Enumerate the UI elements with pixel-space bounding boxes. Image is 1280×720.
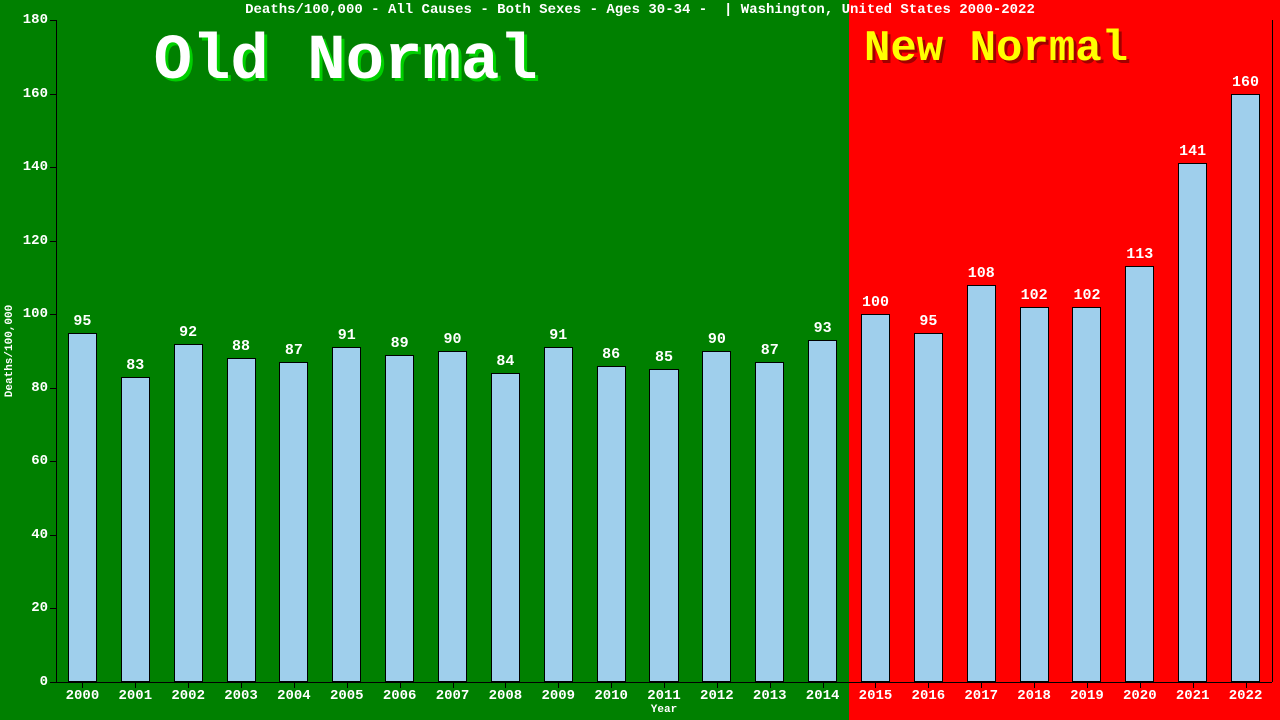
x-tick-label: 2010 xyxy=(594,688,628,704)
annotation-new-normal: New Normal xyxy=(864,24,1128,74)
bar-value-label: 102 xyxy=(1021,287,1048,304)
x-tick-label: 2008 xyxy=(489,688,523,704)
annotation-old-normal: Old Normal xyxy=(154,26,538,98)
bar xyxy=(68,333,97,682)
x-tick-label: 2019 xyxy=(1070,688,1104,704)
bar xyxy=(649,369,678,682)
bar-value-label: 92 xyxy=(179,324,197,341)
x-tick-label: 2000 xyxy=(66,688,100,704)
y-tick-mark xyxy=(50,682,56,683)
bar xyxy=(1231,94,1260,682)
bar xyxy=(279,362,308,682)
y-tick-mark xyxy=(50,535,56,536)
bar xyxy=(1125,266,1154,682)
bar-value-label: 95 xyxy=(919,313,937,330)
bar-value-label: 87 xyxy=(285,342,303,359)
bar xyxy=(861,314,890,682)
bar-value-label: 84 xyxy=(496,353,514,370)
y-tick-mark xyxy=(50,461,56,462)
bar-value-label: 87 xyxy=(761,342,779,359)
bar-value-label: 141 xyxy=(1179,143,1206,160)
y-tick-mark xyxy=(50,20,56,21)
y-tick-label: 180 xyxy=(23,12,48,28)
x-tick-label: 2006 xyxy=(383,688,417,704)
y-tick-label: 80 xyxy=(31,380,48,396)
x-tick-label: 2004 xyxy=(277,688,311,704)
x-tick-label: 2014 xyxy=(806,688,840,704)
bar xyxy=(438,351,467,682)
bar-value-label: 102 xyxy=(1073,287,1100,304)
bar-value-label: 95 xyxy=(73,313,91,330)
x-tick-label: 2012 xyxy=(700,688,734,704)
bar xyxy=(597,366,626,682)
bar-value-label: 108 xyxy=(968,265,995,282)
chart-title: Deaths/100,000 - All Causes - Both Sexes… xyxy=(0,2,1280,18)
bar xyxy=(1178,163,1207,682)
y-axis-line xyxy=(56,20,57,682)
y-axis-line-right xyxy=(1272,20,1273,682)
y-tick-label: 40 xyxy=(31,527,48,543)
bar xyxy=(491,373,520,682)
bar-value-label: 89 xyxy=(391,335,409,352)
bar-value-label: 91 xyxy=(338,327,356,344)
y-tick-mark xyxy=(50,241,56,242)
x-tick-label: 2002 xyxy=(171,688,205,704)
y-tick-mark xyxy=(50,388,56,389)
x-tick-label: 2017 xyxy=(964,688,998,704)
x-tick-label: 2001 xyxy=(118,688,152,704)
x-tick-label: 2009 xyxy=(541,688,575,704)
x-tick-label: 2016 xyxy=(912,688,946,704)
bar-value-label: 113 xyxy=(1126,246,1153,263)
y-tick-mark xyxy=(50,314,56,315)
y-tick-mark xyxy=(50,94,56,95)
bar xyxy=(914,333,943,682)
y-tick-label: 120 xyxy=(23,233,48,249)
bar xyxy=(1020,307,1049,682)
y-tick-label: 20 xyxy=(31,600,48,616)
bar-value-label: 93 xyxy=(814,320,832,337)
bar xyxy=(332,347,361,682)
x-tick-label: 2020 xyxy=(1123,688,1157,704)
bar-value-label: 160 xyxy=(1232,74,1259,91)
bar-value-label: 88 xyxy=(232,338,250,355)
x-tick-label: 2013 xyxy=(753,688,787,704)
y-tick-mark xyxy=(50,608,56,609)
y-tick-label: 140 xyxy=(23,159,48,175)
bar xyxy=(174,344,203,682)
bar xyxy=(702,351,731,682)
x-tick-label: 2003 xyxy=(224,688,258,704)
bar-value-label: 86 xyxy=(602,346,620,363)
bar-value-label: 85 xyxy=(655,349,673,366)
y-tick-mark xyxy=(50,167,56,168)
bar-value-label: 100 xyxy=(862,294,889,311)
y-tick-label: 0 xyxy=(40,674,48,690)
y-tick-label: 60 xyxy=(31,453,48,469)
bar xyxy=(755,362,784,682)
x-tick-label: 2015 xyxy=(859,688,893,704)
bar xyxy=(544,347,573,682)
bar-value-label: 83 xyxy=(126,357,144,374)
bar xyxy=(227,358,256,682)
bar xyxy=(121,377,150,682)
y-axis-title: Deaths/100,000 xyxy=(4,305,16,397)
x-tick-label: 2011 xyxy=(647,688,681,704)
y-tick-label: 100 xyxy=(23,306,48,322)
bar-value-label: 91 xyxy=(549,327,567,344)
bar xyxy=(967,285,996,682)
bar-value-label: 90 xyxy=(708,331,726,348)
x-tick-label: 2022 xyxy=(1229,688,1263,704)
y-tick-label: 160 xyxy=(23,86,48,102)
x-axis-title: Year xyxy=(651,704,677,716)
x-tick-label: 2005 xyxy=(330,688,364,704)
bar xyxy=(1072,307,1101,682)
bar xyxy=(385,355,414,682)
x-tick-label: 2018 xyxy=(1017,688,1051,704)
bar-value-label: 90 xyxy=(444,331,462,348)
bar xyxy=(808,340,837,682)
x-tick-label: 2007 xyxy=(436,688,470,704)
x-tick-label: 2021 xyxy=(1176,688,1210,704)
